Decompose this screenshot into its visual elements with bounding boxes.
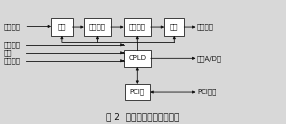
Bar <box>124 18 151 36</box>
Bar <box>84 18 111 36</box>
Text: 衰减: 衰减 <box>58 24 66 30</box>
Text: PCI桥: PCI桥 <box>130 89 145 95</box>
Bar <box>124 84 150 100</box>
Text: PCI总线: PCI总线 <box>197 89 217 95</box>
Text: 电源: 电源 <box>3 49 12 56</box>
Text: 多路复用: 多路复用 <box>129 24 146 30</box>
Text: 图 2  信号处理卡结构原理图: 图 2 信号处理卡结构原理图 <box>106 112 180 121</box>
Text: 信号输出: 信号输出 <box>197 23 214 30</box>
Bar <box>51 18 73 36</box>
Text: 触发A/D卡: 触发A/D卡 <box>197 55 222 62</box>
Bar <box>164 18 184 36</box>
Text: 触发超声: 触发超声 <box>3 42 21 48</box>
Bar <box>124 50 151 67</box>
Text: CPLD: CPLD <box>128 55 146 61</box>
Text: 限幅保护: 限幅保护 <box>89 24 106 30</box>
Text: 信号输入: 信号输入 <box>3 23 21 30</box>
Text: 外部触发: 外部触发 <box>3 57 21 64</box>
Text: 放大: 放大 <box>170 24 178 30</box>
